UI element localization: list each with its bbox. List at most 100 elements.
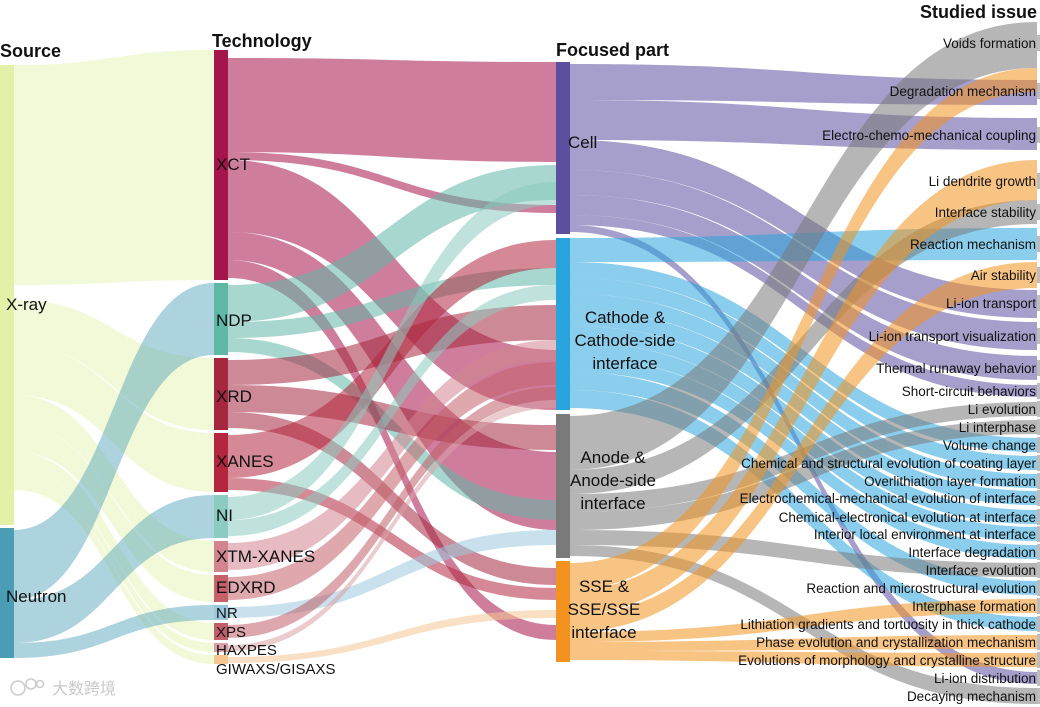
issue-node: [1037, 83, 1040, 99]
technology-label: GIWAXS/GISAXS: [216, 661, 335, 678]
technology-node: [214, 605, 228, 620]
focused-part-label: Cell: [568, 133, 597, 152]
issue-label: Chemical and structural evolution of coa…: [741, 456, 1036, 471]
flow-source-technology: [14, 395, 214, 572]
flow-technology-focused-part: [228, 478, 556, 600]
issue-label: Decaying mechanism: [907, 689, 1036, 704]
issue-label: Short-circuit behaviors: [902, 384, 1037, 399]
issue-node: [1037, 473, 1040, 489]
flow-source-technology: [14, 50, 214, 285]
issue-label: Voids formation: [943, 36, 1036, 51]
issue-node: [1037, 360, 1040, 376]
watermark-text: 大数跨境: [52, 679, 116, 698]
flow-technology-focused-part: [228, 530, 556, 618]
issue-label: Electro-chemo-mechanical coupling: [822, 128, 1036, 143]
issue-label: Li dendrite growth: [929, 174, 1036, 189]
flow-focused-part-issue: [570, 599, 1037, 642]
flow-technology-focused-part: [228, 362, 556, 600]
flow-source-technology: [14, 605, 214, 658]
focused-part-label: interface: [580, 494, 645, 513]
focused-part-label: Anode &: [580, 448, 646, 467]
focused-part-label: SSE &: [579, 577, 630, 596]
issue-label: Electrochemical-mechanical evolution of …: [740, 491, 1036, 506]
issue-node: [1037, 652, 1040, 668]
watermark: 大数跨境: [10, 678, 116, 698]
technology-label: HAXPES: [216, 642, 277, 659]
node-labels: X-ray Neutron XCT NDP XRD XANES NI XTM-XANES EDX…: [6, 36, 1037, 704]
technology-node: [214, 495, 228, 538]
issue-label: Phase evolution and crystallization mech…: [756, 635, 1036, 650]
issue-node: [1037, 328, 1040, 344]
flow-focused-part-issue: [570, 390, 1037, 631]
technology-node: [214, 358, 228, 430]
technology-label: XRD: [216, 387, 252, 406]
flow-technology-focused-part: [228, 412, 556, 585]
issue-node: [1037, 419, 1040, 435]
issue-node: [1037, 127, 1040, 143]
focused-part-node: [556, 238, 570, 410]
technology-node: [214, 283, 228, 355]
issue-node: [1037, 598, 1040, 614]
issue-node: [1037, 688, 1040, 704]
flow-focused-part-issue: [570, 68, 1037, 590]
issue-label: Reaction mechanism: [910, 237, 1036, 252]
issue-node: [1037, 35, 1040, 51]
flow-technology-focused-part: [228, 160, 556, 410]
issue-label: Interface stability: [935, 205, 1037, 220]
technology-node: [214, 655, 228, 664]
issue-node: [1037, 616, 1040, 632]
issue-label: Li evolution: [968, 402, 1036, 417]
issue-node: [1037, 544, 1040, 560]
flow-focused-part-issue: [570, 326, 1037, 524]
technology-node: [214, 541, 228, 572]
issue-node: [1037, 455, 1040, 471]
flow-source-technology: [14, 425, 214, 602]
issue-label: Interphase formation: [912, 599, 1036, 614]
watermark-logo-icon: [10, 678, 45, 696]
technology-label: XTM-XANES: [216, 547, 315, 566]
flow-links: [14, 22, 1037, 704]
technology-label: XCT: [216, 155, 250, 174]
flow-focused-part-issue: [570, 420, 1037, 530]
technology-label: XANES: [216, 452, 274, 471]
focused-part-label: SSE/SSE: [568, 600, 641, 619]
issue-node: [1037, 670, 1040, 686]
technology-label: NDP: [216, 311, 252, 330]
issue-label: Lithiation gradients and tortuosity in t…: [740, 617, 1036, 632]
flow-technology-focused-part: [228, 232, 556, 530]
flow-focused-part-issue: [570, 195, 1037, 380]
issue-node: [1037, 580, 1040, 596]
focused-part-label: Anode-side: [570, 471, 656, 490]
flow-source-technology: [14, 495, 214, 643]
flow-focused-part-issue: [570, 635, 1037, 651]
column-header-technology: Technology: [212, 31, 312, 51]
focused-part-label: interface: [571, 623, 636, 642]
issue-node: [1037, 562, 1040, 578]
flow-focused-part-issue: [570, 200, 1037, 494]
flow-nodes: [0, 35, 1040, 704]
issue-label: Air stability: [971, 268, 1037, 283]
focused-part-node: [556, 561, 570, 662]
issue-node: [1037, 173, 1040, 189]
issue-node: [1037, 437, 1040, 453]
flow-focused-part-issue: [570, 651, 1037, 667]
technology-label: NR: [216, 605, 238, 622]
technology-label: XPS: [216, 624, 246, 641]
issue-label: Li interphase: [959, 420, 1036, 435]
issue-node: [1037, 526, 1040, 542]
issue-label: Li-ion transport visualization: [869, 329, 1036, 344]
flow-technology-focused-part: [228, 400, 556, 651]
flow-technology-focused-part: [228, 165, 556, 322]
flow-source-technology: [14, 300, 214, 430]
issue-label: Chemical-electronical evolution at inter…: [779, 510, 1036, 525]
focused-part-label: Cathode-side: [574, 331, 675, 350]
issue-node: [1037, 490, 1040, 506]
focused-part-label: Cathode &: [585, 308, 666, 327]
issue-node: [1037, 267, 1040, 283]
flow-focused-part-issue: [570, 278, 1037, 470]
flow-focused-part-issue: [570, 160, 1037, 615]
issue-label: Overlithiation layer formation: [864, 474, 1036, 489]
issue-label: Interior local environment at interface: [814, 527, 1036, 542]
issue-node: [1037, 509, 1040, 525]
